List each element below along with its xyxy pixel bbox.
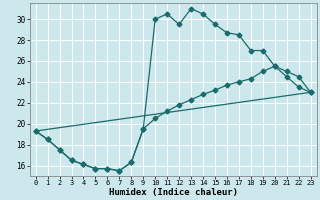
X-axis label: Humidex (Indice chaleur): Humidex (Indice chaleur) <box>108 188 238 197</box>
